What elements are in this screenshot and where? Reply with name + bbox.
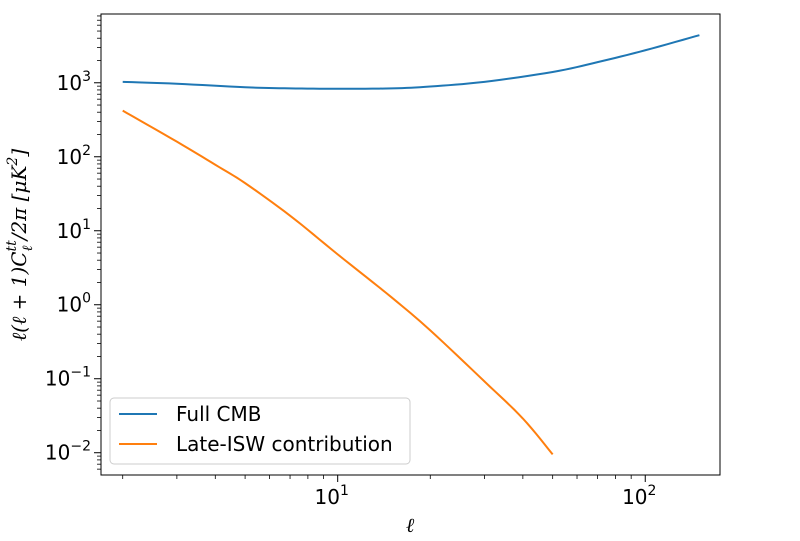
x-axis-label: ℓ	[406, 513, 415, 537]
axes-frame	[100, 13, 721, 476]
y-tick-label: 10−2	[45, 439, 91, 465]
y-axis-label: ℓ(ℓ + 1)Cℓtt/2π [μK2]	[4, 149, 36, 342]
y-tick-label: 103	[57, 69, 91, 95]
legend-label: Full CMB	[176, 402, 262, 426]
y-tick-label: 100	[57, 291, 91, 317]
legend-label: Late-ISW contribution	[176, 432, 393, 456]
legend-box	[109, 397, 411, 465]
series-line-late-isw	[122, 109, 554, 456]
y-tick-label: 102	[57, 143, 91, 169]
y-tick-label: 101	[57, 217, 91, 243]
y-tick-label: 10−1	[45, 365, 91, 391]
axis-ticks: 101 102 10−2 10−1 100 101 102 103	[45, 15, 656, 509]
x-tick-label: 101	[314, 483, 348, 509]
legend: Full CMB Late-ISW contribution	[109, 397, 411, 465]
x-tick-label: 102	[622, 483, 656, 509]
series-line-full-cmb	[122, 34, 700, 90]
plot-area	[100, 13, 721, 476]
series-layer	[122, 34, 700, 456]
